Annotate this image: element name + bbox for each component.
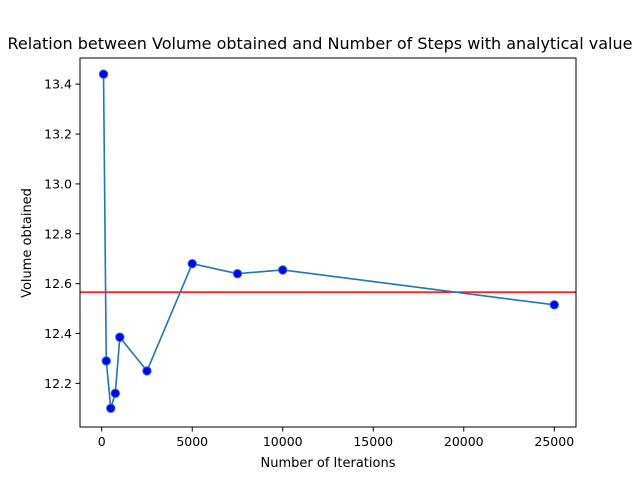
x-tick-label: 25000 [534,434,574,449]
y-tick-label: 13.0 [44,176,72,191]
data-point [110,388,121,399]
plot-frame [79,57,577,428]
chart-title: Relation between Volume obtained and Num… [8,34,633,53]
y-axis-label: Volume obtained [20,188,35,298]
data-point [106,403,116,413]
data-point [101,356,111,366]
data-point [187,258,197,269]
y-tick-label: 12.6 [44,276,72,291]
y-tick-label: 13.4 [44,77,72,92]
data-point [549,300,559,310]
data-point [142,366,152,376]
x-axis-label: Number of Iterations [261,456,396,471]
data-point [98,69,109,79]
x-tick-label: 20000 [444,434,484,449]
plot-area [79,57,577,428]
x-tick-label: 10000 [263,434,303,449]
x-tick-label: 15000 [353,434,393,449]
series-line [102,74,555,410]
data-point [115,332,125,342]
y-tick-label: 12.4 [44,326,72,341]
data-point [232,268,243,279]
x-tick-label: 0 [98,434,106,449]
x-axis: 0 5000 10000 15000 20000 25000 [98,427,574,449]
data-point [278,265,288,275]
y-tick-label: 12.2 [44,376,72,391]
y-tick-label: 12.8 [44,226,72,241]
y-tick-label: 13.2 [44,127,72,142]
x-tick-label: 5000 [176,434,208,449]
y-axis: 12.2 12.4 12.6 12.8 13.0 13.2 13.4 [44,77,80,391]
